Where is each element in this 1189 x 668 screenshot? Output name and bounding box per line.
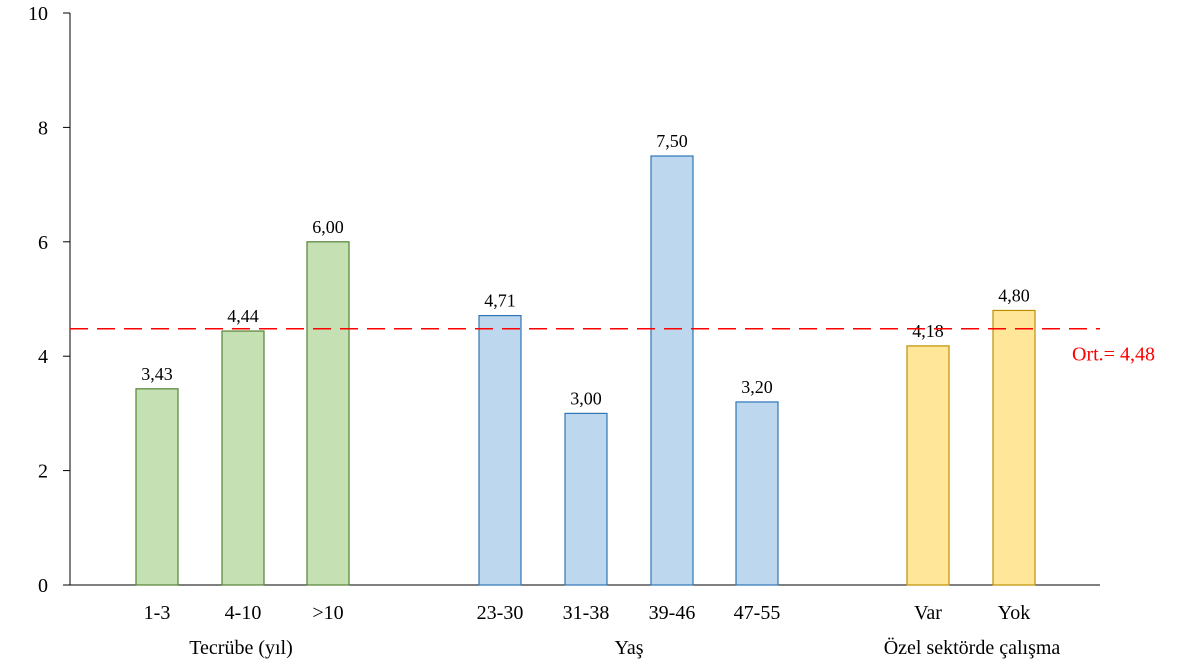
y-tick-label: 6 (38, 232, 48, 254)
data-label: 7,50 (656, 131, 688, 151)
x-tick-label: 31-38 (563, 602, 610, 624)
group-label: Özel sektörde çalışma (884, 636, 1061, 659)
x-tick-label: Var (914, 602, 942, 624)
average-label: Ort.= 4,48 (1072, 344, 1155, 366)
data-label: 4,18 (912, 321, 944, 341)
data-label: 4,71 (484, 291, 516, 311)
data-label: 4,80 (998, 285, 1030, 305)
bar (135, 388, 179, 586)
y-tick-label: 8 (38, 117, 48, 139)
bar (478, 314, 522, 586)
y-tick-label: 10 (28, 3, 48, 25)
x-tick-label: 39-46 (649, 602, 696, 624)
x-tick-label: >10 (312, 602, 343, 624)
x-tick-label: 23-30 (477, 602, 524, 624)
bar (735, 401, 779, 586)
x-tick-label: 1-3 (144, 602, 171, 624)
bar (992, 309, 1036, 586)
bar (650, 155, 694, 586)
bar (564, 412, 608, 586)
group-label: Tecrübe (yıl) (189, 637, 293, 659)
x-tick-label: 4-10 (225, 602, 262, 624)
data-label: 3,43 (141, 364, 173, 384)
data-label: 3,00 (570, 388, 602, 408)
bar (906, 345, 950, 586)
y-tick-label: 2 (38, 461, 48, 483)
y-tick-label: 4 (38, 346, 48, 368)
data-label: 3,20 (741, 377, 773, 397)
y-tick-label: 0 (38, 575, 48, 597)
bar (306, 241, 350, 586)
x-tick-label: 47-55 (734, 602, 781, 624)
group-label: Yaş (614, 637, 643, 659)
data-label: 4,44 (227, 306, 259, 326)
bar (221, 330, 265, 586)
data-label: 6,00 (312, 217, 344, 237)
x-tick-label: Yok (998, 602, 1030, 624)
